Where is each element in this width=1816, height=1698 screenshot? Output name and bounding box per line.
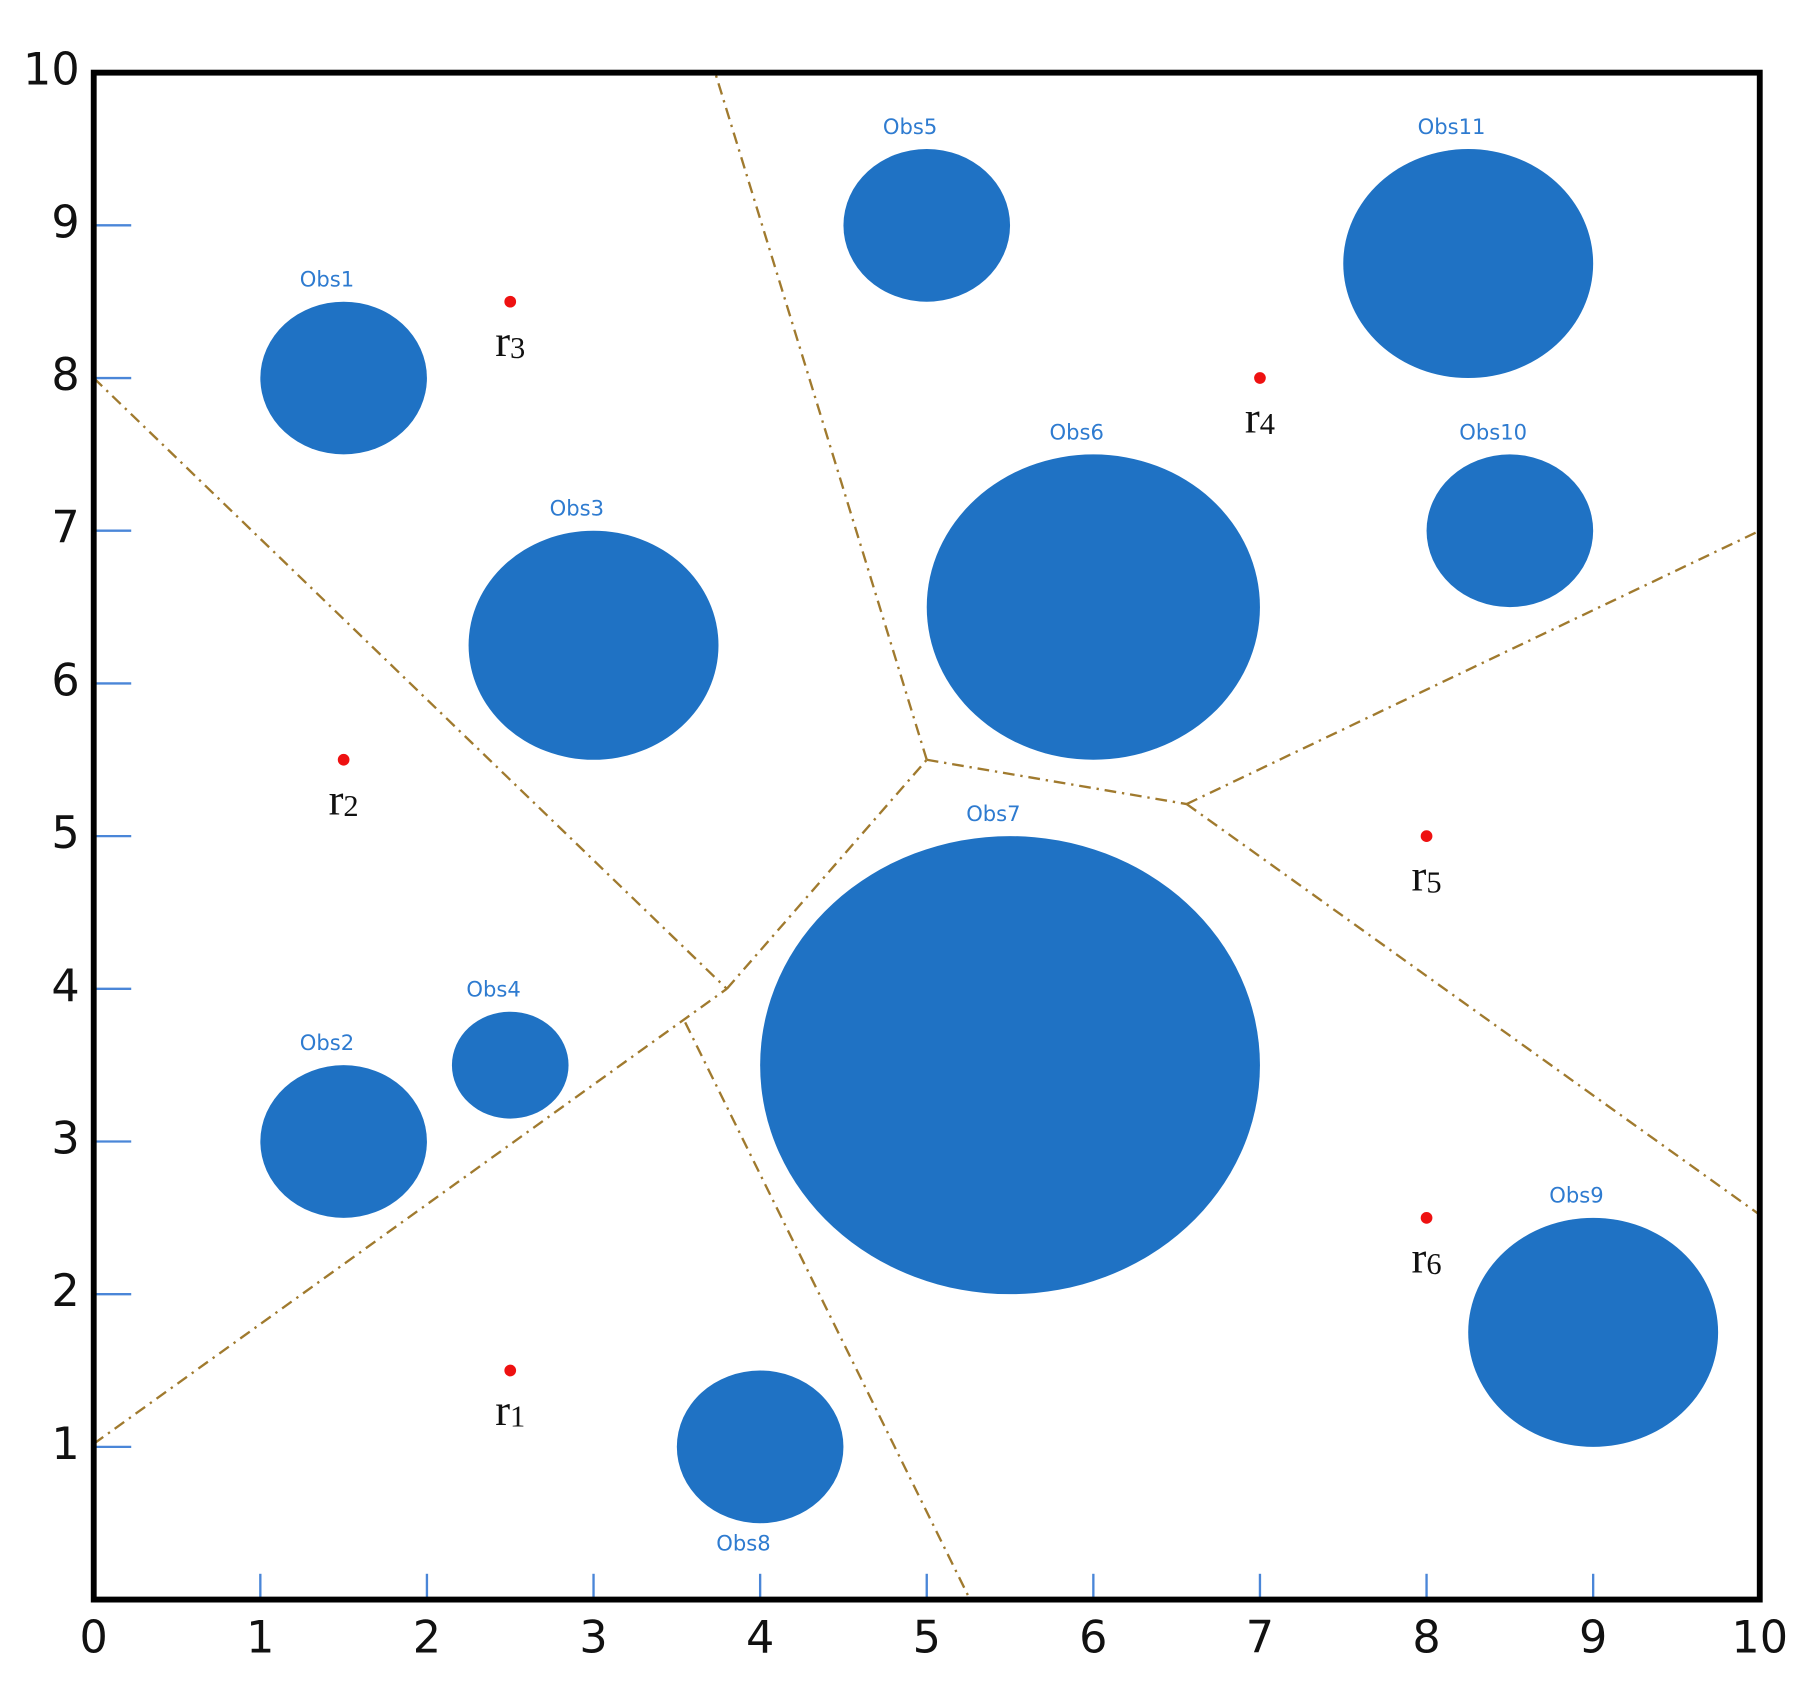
obstacle bbox=[1343, 148, 1594, 379]
robot-name: r bbox=[1412, 1233, 1427, 1283]
robot-label: r3 bbox=[495, 316, 525, 366]
obstacle-label: Obs9 bbox=[1549, 1183, 1603, 1208]
y-tick-label: 2 bbox=[51, 1266, 79, 1317]
y-tick-label: 10 bbox=[23, 45, 80, 96]
robot-name: r bbox=[1245, 393, 1260, 443]
obstacle bbox=[451, 1011, 569, 1119]
boundary-line bbox=[93, 987, 728, 1445]
boundary-line bbox=[926, 758, 1187, 806]
robot bbox=[1420, 1211, 1433, 1224]
obstacle-label: Obs4 bbox=[466, 977, 520, 1002]
robot-name: r bbox=[495, 1385, 510, 1435]
obstacle-label: Obs11 bbox=[1418, 114, 1486, 139]
x-tick-label: 7 bbox=[1246, 1613, 1274, 1664]
robot-subscript: 6 bbox=[1426, 1247, 1441, 1281]
boundary-line bbox=[684, 1021, 972, 1601]
robot-label: r6 bbox=[1412, 1233, 1442, 1283]
robot bbox=[504, 1364, 517, 1377]
robot-label: r4 bbox=[1245, 393, 1275, 443]
robot-name: r bbox=[495, 316, 510, 366]
y-tick-label: 9 bbox=[51, 197, 79, 248]
x-tick-label: 0 bbox=[80, 1613, 108, 1664]
obstacle bbox=[676, 1370, 844, 1524]
obstacle bbox=[468, 530, 719, 760]
obstacle-label: Obs5 bbox=[883, 114, 937, 139]
obstacle bbox=[1426, 454, 1594, 608]
y-tick-label: 3 bbox=[51, 1113, 79, 1164]
y-tick-label: 5 bbox=[51, 808, 79, 859]
robot-subscript: 5 bbox=[1426, 865, 1441, 899]
robot-subscript: 2 bbox=[343, 789, 358, 823]
robot-label: r2 bbox=[329, 775, 359, 825]
obstacle-label: Obs3 bbox=[550, 496, 604, 521]
obstacle-label: Obs7 bbox=[966, 801, 1020, 826]
obstacle-label: Obs10 bbox=[1459, 419, 1527, 444]
robot-name: r bbox=[329, 775, 344, 825]
robot bbox=[337, 753, 350, 766]
obstacle-label: Obs8 bbox=[716, 1530, 770, 1555]
x-tick-label: 9 bbox=[1579, 1613, 1607, 1664]
obstacle bbox=[260, 301, 427, 455]
boundary-line bbox=[1185, 803, 1761, 1216]
boundary-line bbox=[92, 377, 728, 990]
y-tick-label: 7 bbox=[51, 503, 79, 554]
boundary-line bbox=[1186, 529, 1761, 806]
boundary-line bbox=[714, 72, 928, 761]
obstacle-label: Obs6 bbox=[1050, 419, 1104, 444]
robot-subscript: 3 bbox=[510, 331, 525, 365]
robot bbox=[504, 295, 517, 308]
x-tick-label: 4 bbox=[746, 1613, 774, 1664]
x-tick-label: 8 bbox=[1412, 1613, 1440, 1664]
plot-frame bbox=[90, 69, 1763, 1603]
x-tick-label: 1 bbox=[246, 1613, 274, 1664]
obstacle bbox=[1468, 1217, 1719, 1447]
x-tick-label: 2 bbox=[413, 1613, 441, 1664]
x-tick-label: 3 bbox=[579, 1613, 607, 1664]
robot-label: r5 bbox=[1412, 851, 1442, 901]
robot-subscript: 1 bbox=[510, 1400, 525, 1434]
obstacle bbox=[926, 454, 1260, 760]
y-tick-label: 4 bbox=[51, 961, 79, 1012]
x-tick-label: 5 bbox=[913, 1613, 941, 1664]
x-tick-label: 10 bbox=[1731, 1613, 1788, 1664]
obstacle-label: Obs2 bbox=[300, 1030, 354, 1055]
x-tick-label: 6 bbox=[1079, 1613, 1107, 1664]
obstacle bbox=[260, 1065, 427, 1218]
robot bbox=[1254, 372, 1266, 384]
y-tick-label: 6 bbox=[51, 655, 79, 706]
obstacle bbox=[843, 148, 1011, 302]
obstacle-label: Obs1 bbox=[300, 267, 354, 292]
y-tick-label: 1 bbox=[51, 1419, 79, 1470]
obstacle bbox=[760, 836, 1260, 1295]
robot bbox=[1420, 830, 1433, 842]
robot-subscript: 4 bbox=[1260, 407, 1275, 441]
y-tick-label: 8 bbox=[51, 350, 79, 401]
robot-label: r1 bbox=[495, 1385, 525, 1435]
robot-name: r bbox=[1412, 851, 1427, 901]
